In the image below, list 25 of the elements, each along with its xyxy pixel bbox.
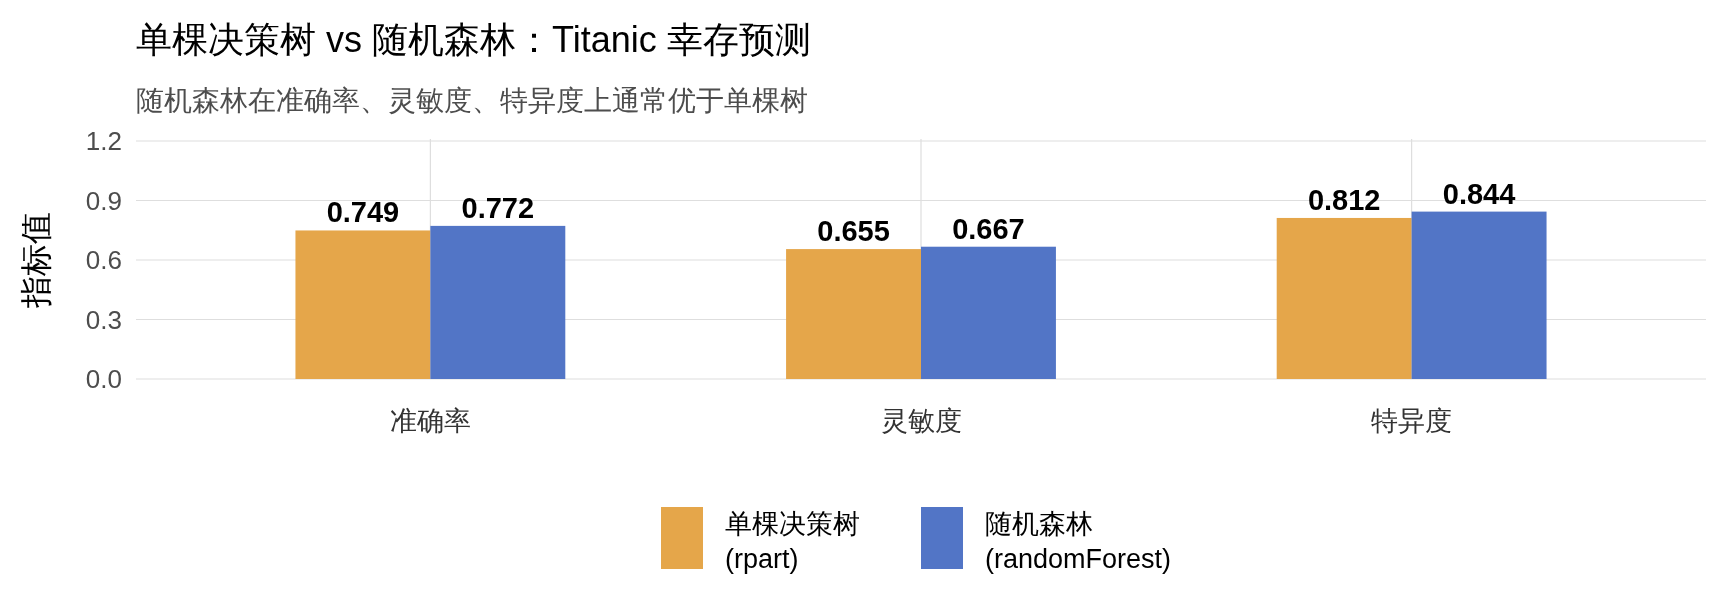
bar [430,225,566,379]
data-label: 0.655 [817,215,890,248]
bar [786,249,921,379]
y-tick-label: 0.9 [85,185,122,216]
data-label: 0.749 [326,196,400,229]
bar [921,246,1056,379]
bar [1411,211,1547,379]
data-label: 0.844 [1442,177,1516,210]
data-label: 0.812 [1307,183,1381,216]
x-tick-label: 特异度 [1371,406,1453,436]
legend-label: 单棵决策树 (rpart) [725,509,860,574]
y-tick-label: 0.3 [85,304,122,335]
chart-title: 单棵决策树 vs 随机森林：Titanic 幸存预测 [136,19,811,60]
bar [1276,217,1412,379]
y-axis-title: 指标值 [18,212,54,309]
bar [295,230,431,379]
data-label: 0.772 [461,191,535,224]
data-label: 0.667 [952,212,1025,245]
y-tick-label: 0.6 [85,245,122,275]
x-tick-label: 灵敏度 [880,406,962,436]
y-tick-label: 0.0 [85,364,122,394]
y-tick-label: 1.2 [85,126,122,156]
legend-label: 随机森林 (randomForest) [985,509,1172,574]
chart-subtitle: 随机森林在准确率、灵敏度、特异度上通常优于单棵树 [136,85,808,116]
x-tick-label: 准确率 [389,406,471,436]
